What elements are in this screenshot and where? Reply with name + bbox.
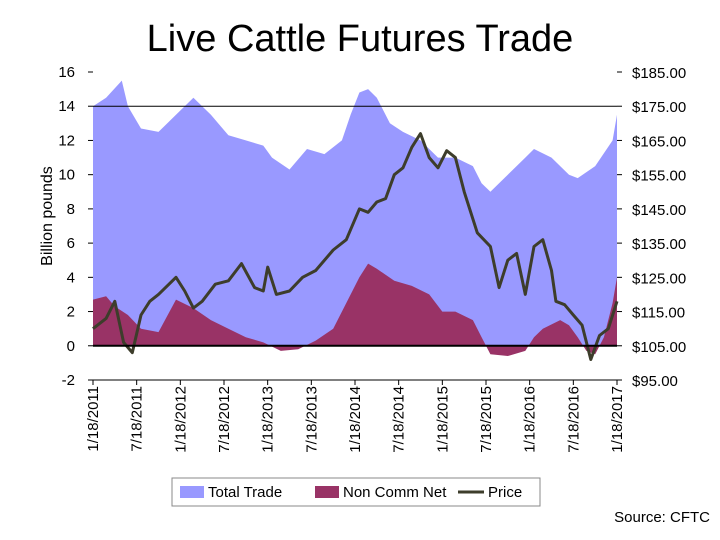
x-tick-label: 1/18/2011 [85, 386, 102, 452]
y-tick-label: 8 [67, 201, 75, 218]
chart-title: Live Cattle Futures Trade [146, 18, 574, 60]
legend-swatch-non-comm-net [315, 486, 339, 498]
y-tick-label: 2 [67, 304, 75, 321]
x-tick-label: 7/18/2015 [478, 386, 495, 453]
y-tick-label: 14 [58, 98, 75, 115]
x-tick-label: 7/18/2014 [391, 386, 408, 453]
legend-swatch-total-trade [180, 486, 204, 498]
y2-tick-label: $135.00 [632, 236, 686, 253]
x-tick-label: 1/18/2015 [434, 386, 451, 453]
y2-tick-label: $115.00 [632, 305, 685, 322]
axes-layer: 16 14 12 10 8 6 4 2 0 -2 $185.00 $175.00 $165.00 $155… [39, 64, 686, 453]
y2-tick-label: $145.00 [632, 202, 686, 219]
legend: Total Trade Non Comm Net Price [171, 477, 541, 507]
legend-label-price: Price [488, 484, 522, 501]
y-tick-label: 16 [58, 64, 75, 81]
x-tick-label: 1/18/2016 [522, 386, 539, 453]
x-tick-label: 7/18/2012 [216, 386, 233, 453]
x-tick-label: 1/18/2013 [260, 386, 277, 453]
legend-label-non-comm-net: Non Comm Net [343, 484, 447, 501]
x-tick-label: 7/18/2011 [129, 386, 146, 452]
x-tick-label: 1/18/2017 [609, 386, 626, 453]
y2-tick-label: $185.00 [632, 65, 686, 82]
y-tick-label: -2 [62, 372, 75, 389]
area-series-non-comm-net [93, 263, 617, 356]
y-tick-label: 0 [67, 338, 75, 355]
y2-tick-label: $165.00 [632, 133, 686, 150]
y2-tick-label: $95.00 [632, 373, 678, 390]
y2-tick-label: $175.00 [632, 99, 686, 116]
y-tick-label: 6 [67, 235, 75, 252]
price-line [92, 132, 619, 361]
source-note: Source: CFTC [614, 509, 710, 526]
x-tick-label: 1/18/2012 [172, 386, 189, 453]
y-tick-label: 4 [67, 269, 75, 286]
y-axis-title: Billion pounds [39, 166, 56, 266]
y2-tick-label: $105.00 [632, 339, 686, 356]
area-layer [93, 80, 617, 356]
x-tick-label: 7/18/2016 [565, 386, 582, 453]
x-tick-label: 1/18/2014 [347, 386, 364, 453]
y-tick-label: 12 [58, 132, 75, 149]
x-tick-label: 7/18/2013 [303, 386, 320, 453]
y2-tick-label: $155.00 [632, 168, 686, 185]
y2-tick-label: $125.00 [632, 270, 686, 287]
legend-label-total-trade: Total Trade [208, 484, 282, 501]
price-layer [92, 132, 619, 361]
y-tick-label: 10 [58, 167, 75, 184]
area-series-total-trade [93, 80, 617, 346]
